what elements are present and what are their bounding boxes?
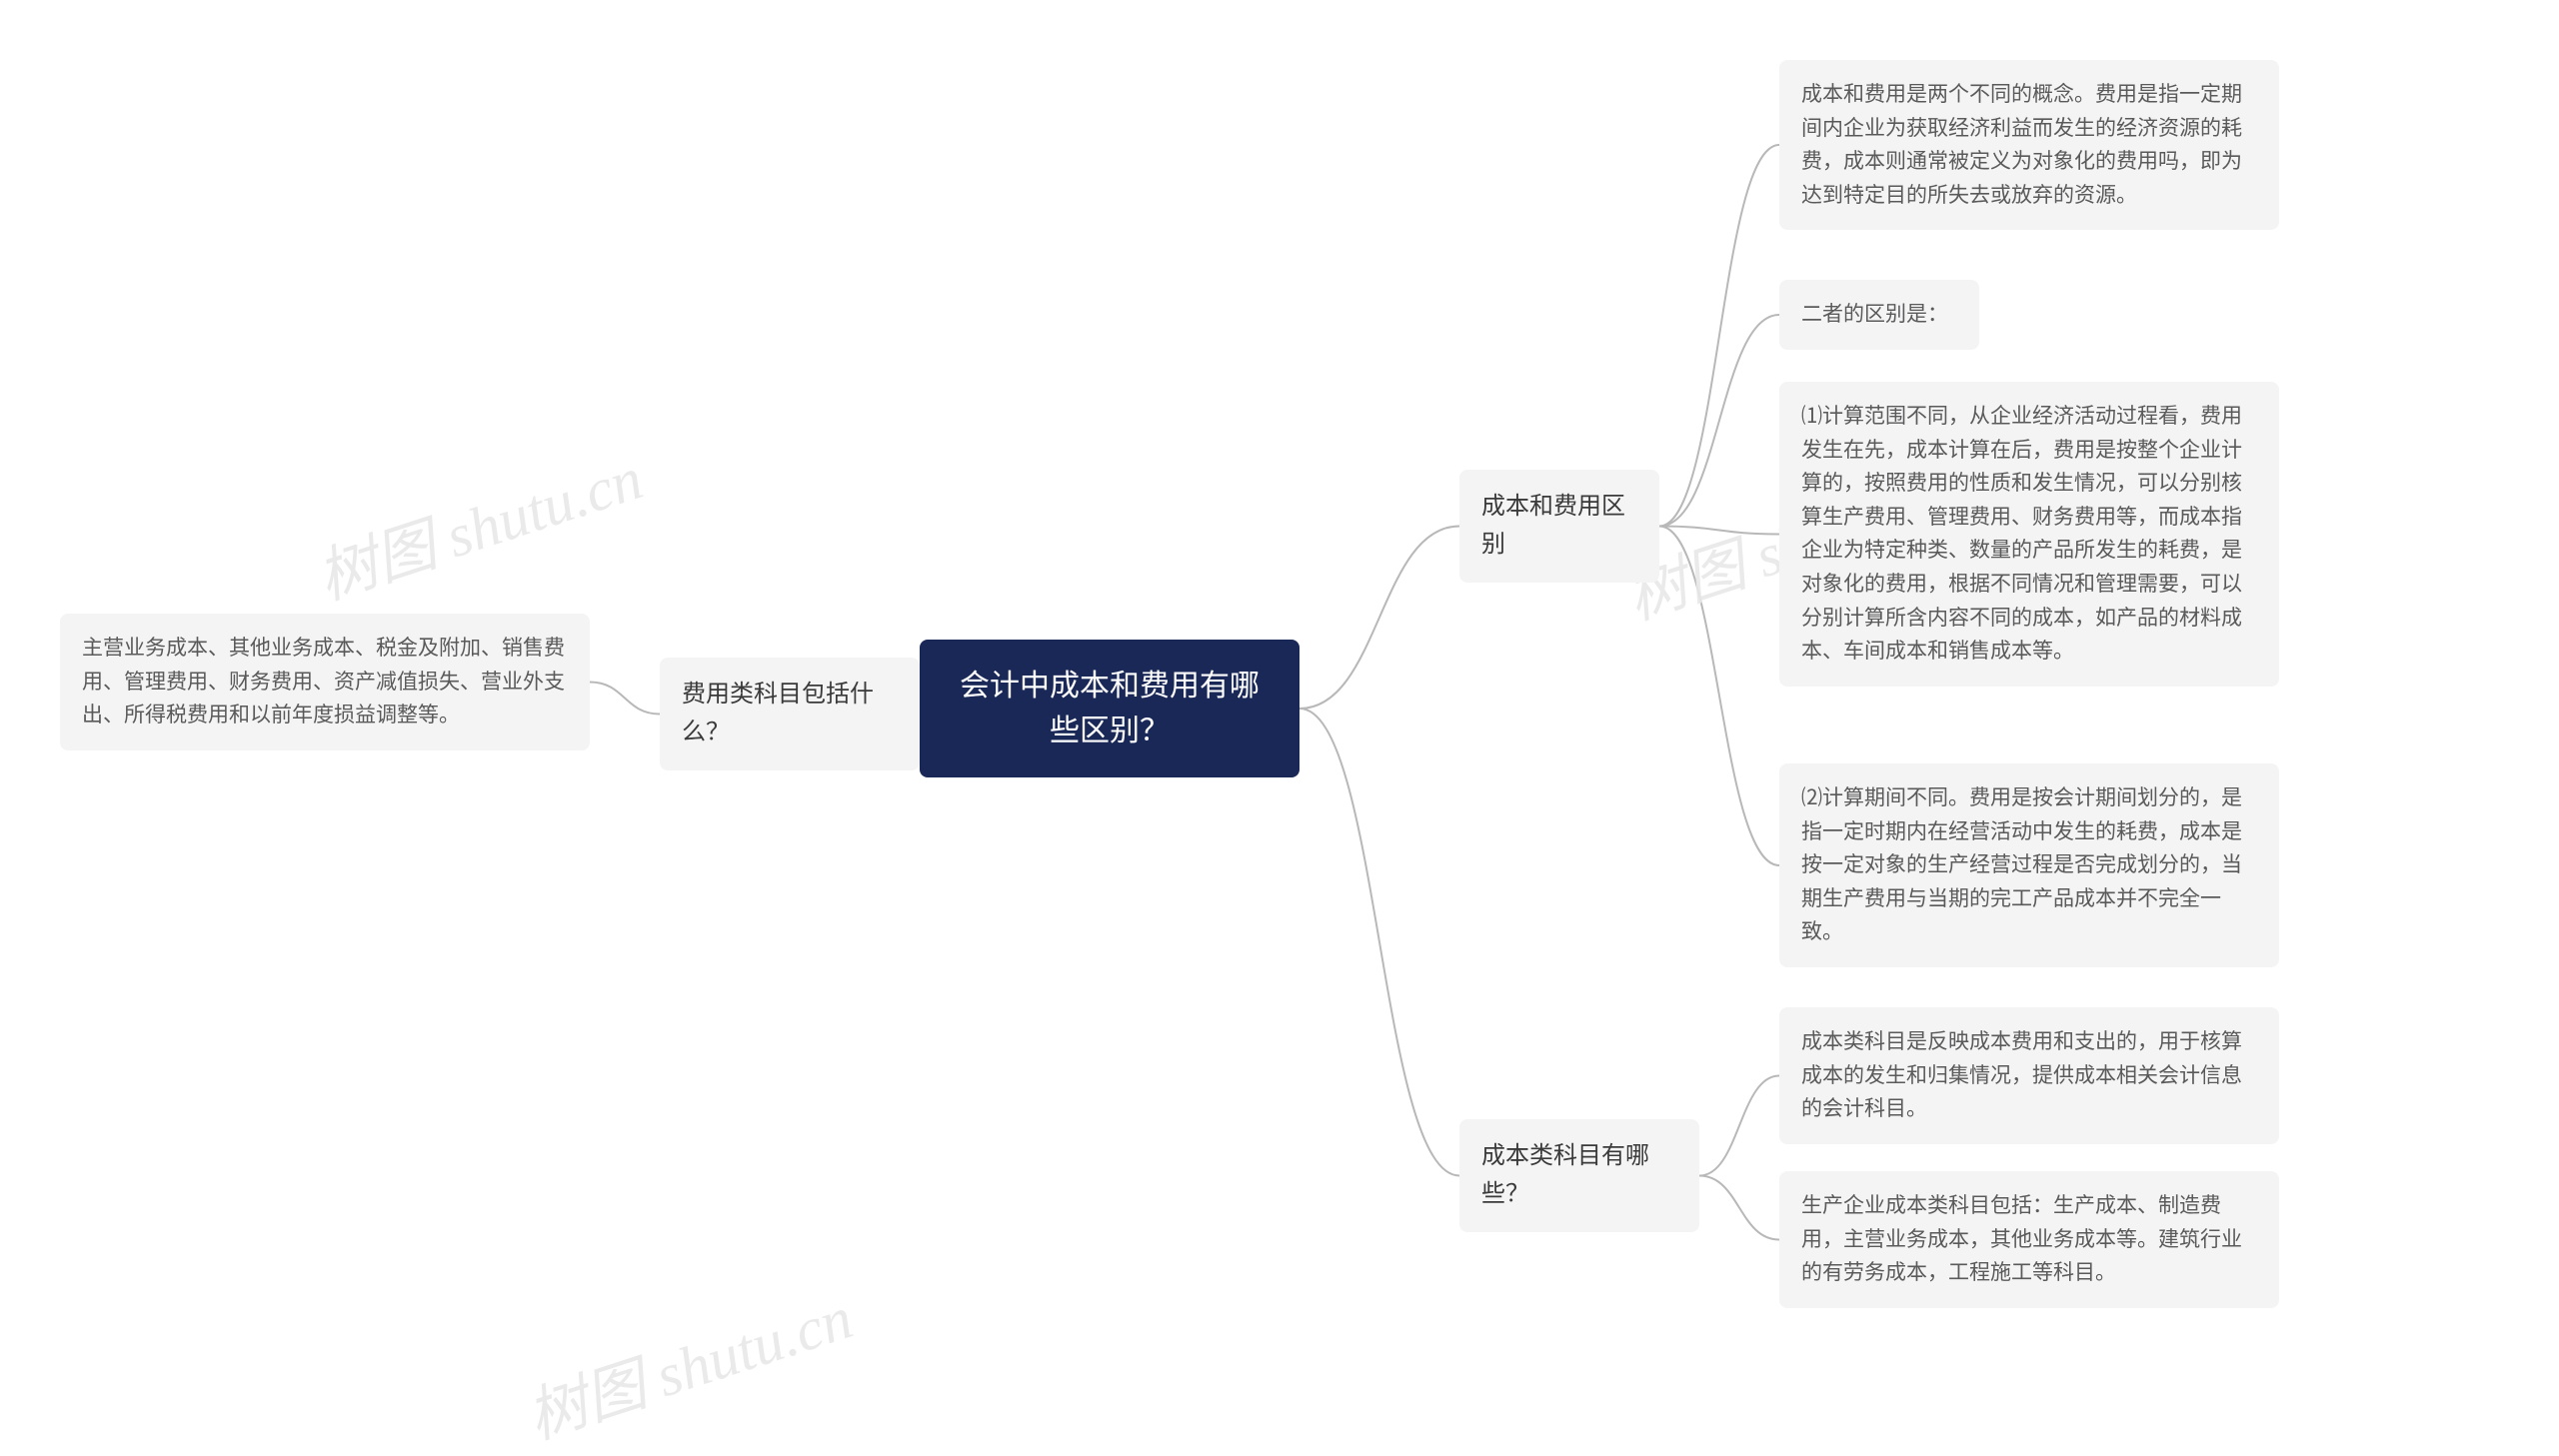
watermark-1: 树图 shutu.cn bbox=[305, 430, 652, 617]
right-branch-1-leaf-3: ⑴计算范围不同，从企业经济活动过程看，费用发生在先，成本计算在后，费用是按整个企… bbox=[1779, 382, 2279, 687]
right-branch-1-leaf-2: 二者的区别是： bbox=[1779, 280, 1979, 350]
right-branch-2-node[interactable]: 成本类科目有哪些？ bbox=[1459, 1119, 1699, 1232]
left-leaf-node: 主营业务成本、其他业务成本、税金及附加、销售费用、管理费用、财务费用、资产减值损… bbox=[60, 614, 590, 750]
right-branch-2-leaf-2: 生产企业成本类科目包括：生产成本、制造费用，主营业务成本，其他业务成本等。建筑行… bbox=[1779, 1171, 2279, 1308]
right-branch-2-leaf-1: 成本类科目是反映成本费用和支出的，用于核算成本的发生和归集情况，提供成本相关会计… bbox=[1779, 1007, 2279, 1144]
watermark-3: 树图 shutu.cn bbox=[515, 1269, 862, 1456]
right-branch-1-leaf-4: ⑵计算期间不同。费用是按会计期间划分的，是指一定时期内在经营活动中发生的耗费，成… bbox=[1779, 763, 2279, 967]
root-node[interactable]: 会计中成本和费用有哪些区别？ bbox=[920, 640, 1299, 777]
left-branch-node[interactable]: 费用类科目包括什么？ bbox=[660, 658, 920, 770]
right-branch-1-node[interactable]: 成本和费用区别 bbox=[1459, 470, 1659, 583]
right-branch-1-leaf-1: 成本和费用是两个不同的概念。费用是指一定期间内企业为获取经济利益而发生的经济资源… bbox=[1779, 60, 2279, 230]
